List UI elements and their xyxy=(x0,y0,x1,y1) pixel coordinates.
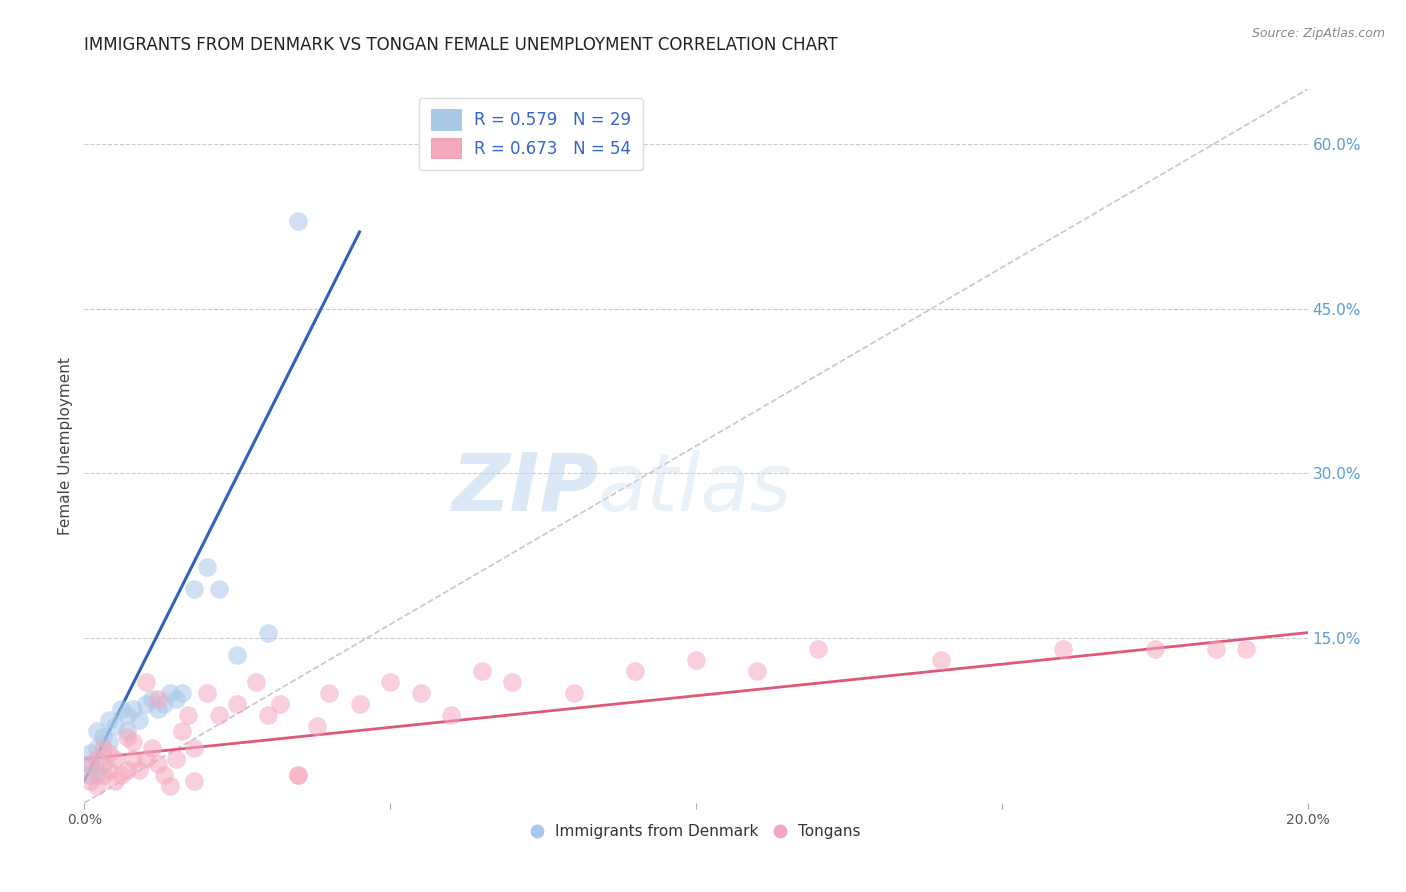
Point xyxy=(208,708,231,723)
Point xyxy=(172,686,194,700)
Point xyxy=(79,773,101,788)
Point xyxy=(97,763,120,777)
Point xyxy=(183,582,205,596)
Point xyxy=(440,708,463,723)
Point xyxy=(79,757,101,772)
Point xyxy=(115,724,138,739)
Point xyxy=(177,708,200,723)
Point xyxy=(380,675,402,690)
Point xyxy=(135,752,157,766)
Point xyxy=(183,773,205,788)
Point xyxy=(562,686,585,700)
Point xyxy=(685,653,707,667)
Point xyxy=(287,768,309,782)
Point xyxy=(79,747,101,761)
Point xyxy=(122,752,145,766)
Legend: Immigrants from Denmark, Tongans: Immigrants from Denmark, Tongans xyxy=(524,818,868,845)
Text: IMMIGRANTS FROM DENMARK VS TONGAN FEMALE UNEMPLOYMENT CORRELATION CHART: IMMIGRANTS FROM DENMARK VS TONGAN FEMALE… xyxy=(84,36,838,54)
Point xyxy=(349,697,371,711)
Point xyxy=(79,768,101,782)
Text: Source: ZipAtlas.com: Source: ZipAtlas.com xyxy=(1251,27,1385,40)
Point xyxy=(79,757,101,772)
Point xyxy=(122,702,145,716)
Point xyxy=(318,686,340,700)
Point xyxy=(86,768,108,782)
Y-axis label: Female Unemployment: Female Unemployment xyxy=(58,357,73,535)
Point xyxy=(141,740,163,755)
Point xyxy=(807,642,830,657)
Point xyxy=(172,724,194,739)
Point xyxy=(91,730,114,744)
Text: atlas: atlas xyxy=(598,450,793,528)
Point xyxy=(97,714,120,728)
Point xyxy=(128,763,150,777)
Point xyxy=(183,740,205,755)
Point xyxy=(122,735,145,749)
Point xyxy=(115,730,138,744)
Point xyxy=(502,675,524,690)
Point xyxy=(97,735,120,749)
Point xyxy=(91,757,114,772)
Point xyxy=(245,675,267,690)
Point xyxy=(159,686,181,700)
Point xyxy=(208,582,231,596)
Point xyxy=(104,773,127,788)
Point xyxy=(195,686,218,700)
Point xyxy=(165,691,187,706)
Point xyxy=(269,697,291,711)
Text: ZIP: ZIP xyxy=(451,450,598,528)
Point xyxy=(226,648,249,662)
Point xyxy=(135,675,157,690)
Point xyxy=(624,664,647,678)
Point xyxy=(146,691,169,706)
Point xyxy=(153,768,176,782)
Point xyxy=(287,214,309,228)
Point xyxy=(110,702,132,716)
Point xyxy=(1143,642,1166,657)
Point xyxy=(115,708,138,723)
Point xyxy=(471,664,494,678)
Point xyxy=(287,768,309,782)
Point xyxy=(86,740,108,755)
Point xyxy=(115,763,138,777)
Point xyxy=(91,740,114,755)
Point xyxy=(195,559,218,574)
Point xyxy=(409,686,432,700)
Point xyxy=(1205,642,1227,657)
Point xyxy=(86,752,108,766)
Point xyxy=(86,780,108,794)
Point xyxy=(257,708,280,723)
Point xyxy=(104,719,127,733)
Point xyxy=(146,702,169,716)
Point xyxy=(104,752,127,766)
Point xyxy=(128,714,150,728)
Point xyxy=(747,664,769,678)
Point xyxy=(97,747,120,761)
Point xyxy=(1052,642,1074,657)
Point xyxy=(135,697,157,711)
Point xyxy=(929,653,952,667)
Point xyxy=(257,625,280,640)
Point xyxy=(110,768,132,782)
Point xyxy=(305,719,328,733)
Point xyxy=(226,697,249,711)
Point xyxy=(146,757,169,772)
Point xyxy=(159,780,181,794)
Point xyxy=(91,768,114,782)
Point xyxy=(86,724,108,739)
Point xyxy=(153,697,176,711)
Point xyxy=(1236,642,1258,657)
Point xyxy=(141,691,163,706)
Point xyxy=(165,752,187,766)
